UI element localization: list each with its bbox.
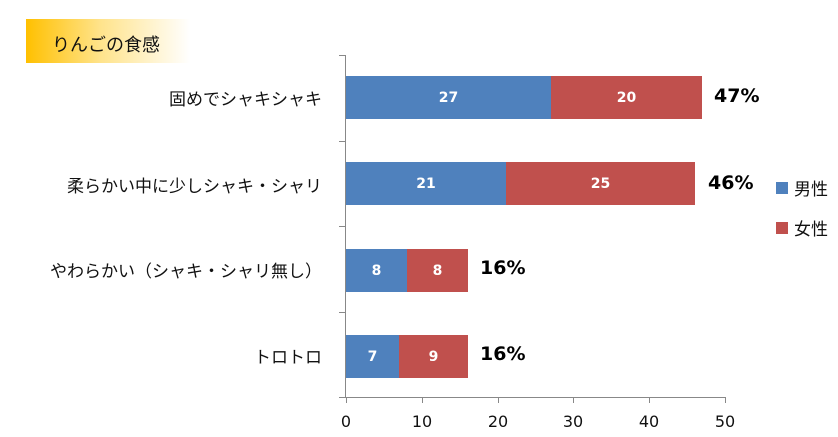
y-tick [339, 141, 346, 142]
x-tick [573, 397, 574, 403]
category-label: 柔らかい中に少しシャキ・シャリ [67, 177, 322, 197]
bar-male: 8 [346, 249, 407, 292]
legend-swatch-male [776, 182, 788, 194]
x-tick [422, 397, 423, 403]
legend-swatch-female [776, 222, 788, 234]
x-tick-label: 10 [411, 412, 433, 431]
x-tick [346, 397, 347, 403]
x-tick-label: 40 [638, 412, 660, 431]
bar-female: 8 [407, 249, 468, 292]
y-tick [339, 55, 346, 56]
bar-male: 21 [346, 162, 506, 205]
x-tick-label: 20 [487, 412, 509, 431]
bar-female: 20 [551, 76, 702, 119]
bar-female: 25 [506, 162, 695, 205]
x-tick [498, 397, 499, 403]
x-tick-label: 30 [562, 412, 584, 431]
x-tick-label: 0 [340, 412, 352, 431]
bar-male: 7 [346, 335, 399, 378]
x-tick [725, 397, 726, 403]
chart-title: りんごの食感 [52, 35, 160, 56]
x-axis [339, 397, 726, 398]
category-label: やわらかい（シャキ・シャリ無し） [50, 262, 322, 282]
legend-label-female: 女性 [794, 220, 828, 240]
chart-title-box [26, 19, 190, 63]
x-tick [649, 397, 650, 403]
x-tick-label: 50 [714, 412, 736, 431]
total-percent: 16% [480, 343, 526, 365]
legend-label-male: 男性 [794, 180, 828, 200]
category-label: トロトロ [254, 348, 322, 368]
y-tick [339, 226, 346, 227]
y-tick [339, 312, 346, 313]
bar-male: 27 [346, 76, 551, 119]
category-label: 固めでシャキシャキ [169, 90, 322, 110]
total-percent: 16% [480, 257, 526, 279]
bar-female: 9 [399, 335, 468, 378]
total-percent: 46% [708, 172, 754, 194]
total-percent: 47% [714, 85, 760, 107]
